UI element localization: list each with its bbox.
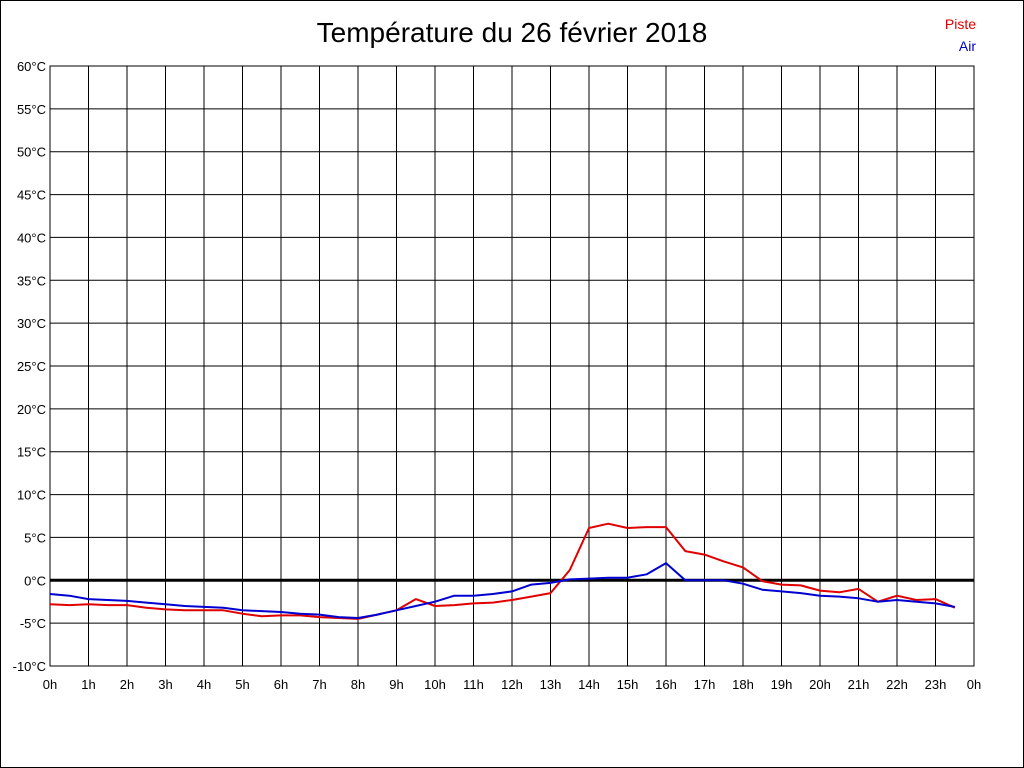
y-tick-label: 15°C xyxy=(17,445,46,460)
chart-title: Température du 26 février 2018 xyxy=(316,17,708,48)
x-tick-label: 6h xyxy=(274,677,288,692)
series-line-air xyxy=(49,562,955,619)
legend-entry-piste: Piste xyxy=(944,16,976,32)
x-tick-label: 0h xyxy=(967,677,981,692)
series-lines xyxy=(49,522,956,620)
y-tick-label: 5°C xyxy=(24,530,46,545)
y-tick-label: 45°C xyxy=(17,188,46,203)
y-tick-label: 0°C xyxy=(24,573,46,588)
x-tick-label: 1h xyxy=(81,677,95,692)
x-tick-label: 7h xyxy=(312,677,326,692)
y-tick-label: 55°C xyxy=(17,102,46,117)
x-tick-label: 12h xyxy=(501,677,523,692)
x-tick-label: 3h xyxy=(158,677,172,692)
legend: Piste Air xyxy=(945,13,976,57)
y-tick-labels: 60°C 55°C 50°C 45°C 40°C 35°C 30°C 25°C 20°C 15°C… xyxy=(13,59,46,674)
y-tick-label: -10°C xyxy=(13,659,46,674)
x-tick-label: 11h xyxy=(463,677,484,692)
y-tick-label: 10°C xyxy=(17,488,46,503)
y-tick-label: 25°C xyxy=(17,359,46,374)
x-tick-label: 19h xyxy=(771,677,793,692)
x-tick-label: 23h xyxy=(925,677,947,692)
x-tick-label: 5h xyxy=(235,677,249,692)
x-tick-label: 8h xyxy=(351,677,365,692)
x-tick-label: 15h xyxy=(617,677,639,692)
x-tick-label: 9h xyxy=(389,677,403,692)
x-tick-label: 10h xyxy=(424,677,446,692)
x-tick-label: 22h xyxy=(886,677,908,692)
x-tick-label: 4h xyxy=(197,677,211,692)
x-tick-label: 18h xyxy=(732,677,754,692)
y-tick-label: 40°C xyxy=(17,230,46,245)
series-line-piste xyxy=(49,522,956,620)
x-tick-label: 20h xyxy=(809,677,831,692)
legend-entry-air: Air xyxy=(958,38,976,54)
y-tick-label: -5°C xyxy=(20,616,46,631)
x-tick-label: 21h xyxy=(848,677,870,692)
y-tick-label: 50°C xyxy=(17,145,46,160)
x-tick-label: 2h xyxy=(120,677,134,692)
x-tick-label: 13h xyxy=(540,677,562,692)
y-tick-label: 35°C xyxy=(17,273,46,288)
y-tick-label: 60°C xyxy=(17,59,46,74)
grid xyxy=(49,65,975,667)
y-tick-label: 20°C xyxy=(17,402,46,417)
x-tick-label: 0h xyxy=(43,677,57,692)
x-tick-label: 16h xyxy=(655,677,677,692)
x-tick-label: 14h xyxy=(578,677,600,692)
x-tick-label: 17h xyxy=(694,677,716,692)
x-tick-labels: 0h 1h 2h 3h 4h 5h 6h 7h 8h 9h 10h 11h 12h 13h 14h 15h 16… xyxy=(43,677,981,692)
y-tick-label: 30°C xyxy=(17,316,46,331)
